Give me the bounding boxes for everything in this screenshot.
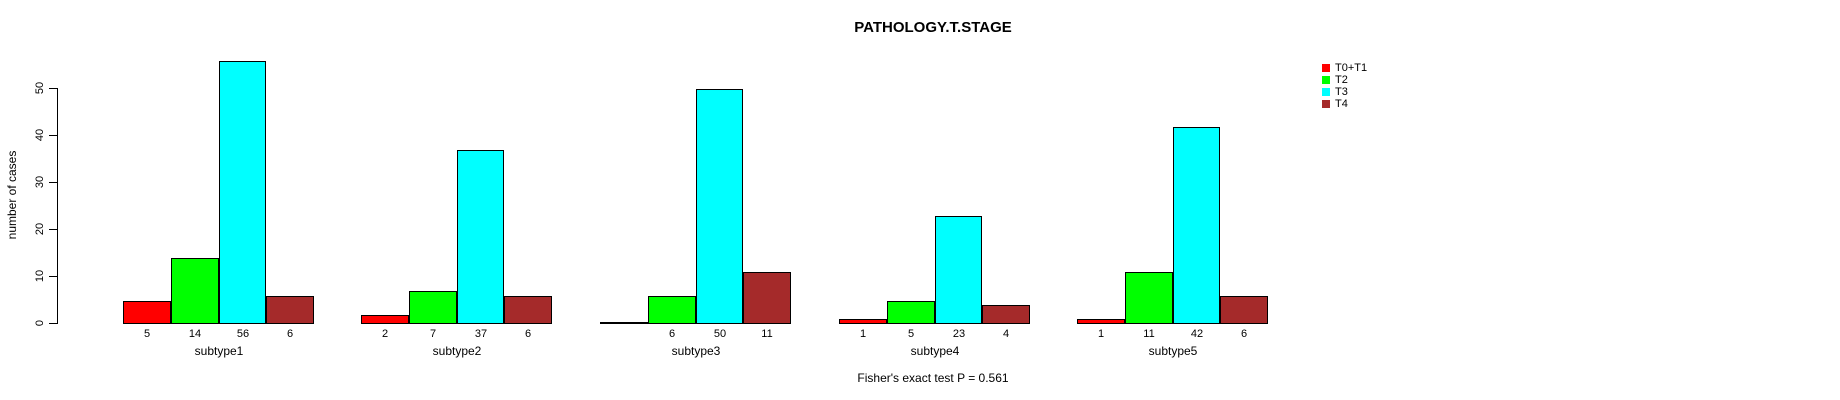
- bar-t4-subtype4: [982, 305, 1030, 324]
- bar-value-label: 50: [713, 328, 727, 340]
- x-axis-category-label: subtype1: [194, 344, 244, 358]
- legend-item-label: T2: [1335, 74, 1348, 86]
- bar-value-label: 6: [524, 328, 532, 340]
- bar-t2-subtype1: [171, 258, 219, 324]
- bar-value-label: 11: [1143, 328, 1155, 340]
- y-axis-tick: [49, 276, 57, 277]
- legend: T0+T1 T2 T3 T4: [1322, 62, 1367, 110]
- x-axis-category-label: subtype3: [671, 344, 721, 358]
- bar-value-label: 7: [429, 328, 437, 340]
- legend-swatch-t3: [1322, 88, 1330, 96]
- bar-t0-t1-subtype1: [123, 301, 171, 324]
- y-axis-tick: [49, 323, 57, 324]
- bar-t3-subtype3: [696, 89, 743, 324]
- bar-t2-subtype3: [648, 296, 696, 324]
- legend-item: T4: [1322, 98, 1367, 110]
- bar-t0-t1-subtype3: [600, 322, 648, 324]
- x-axis-category-label: subtype5: [1148, 344, 1198, 358]
- y-axis-tick: [49, 88, 57, 89]
- bar-t4-subtype5: [1220, 296, 1268, 324]
- x-axis-category-label: subtype2: [432, 344, 482, 358]
- y-axis-tick-label: 30: [34, 175, 46, 189]
- y-axis-tick-label: 20: [34, 222, 46, 236]
- legend-swatch-t2: [1322, 76, 1330, 84]
- bar-t3-subtype4: [935, 216, 982, 324]
- y-axis-tick: [49, 182, 57, 183]
- x-axis-category-label: subtype4: [910, 344, 960, 358]
- legend-item: T3: [1322, 86, 1367, 98]
- y-axis-tick: [49, 229, 57, 230]
- bar-value-label: 4: [1002, 328, 1010, 340]
- bar-t3-subtype2: [457, 150, 504, 324]
- y-axis-line: [57, 88, 58, 324]
- bar-t0-t1-subtype4: [839, 319, 887, 324]
- bar-value-label: 6: [668, 328, 676, 340]
- bar-value-label: 56: [236, 328, 250, 340]
- y-axis-tick: [49, 135, 57, 136]
- legend-item-label: T3: [1335, 86, 1348, 98]
- chart-title: PATHOLOGY.T.STAGE: [854, 19, 1012, 36]
- bar-value-label: 23: [952, 328, 966, 340]
- y-axis-label: number of cases: [5, 150, 19, 240]
- legend-swatch-t0-t1: [1322, 64, 1330, 72]
- bar-t4-subtype1: [266, 296, 314, 324]
- bar-value-label: 42: [1190, 328, 1204, 340]
- bar-t4-subtype3: [743, 272, 791, 324]
- legend-item: T0+T1: [1322, 62, 1367, 74]
- bar-value-label: 6: [1240, 328, 1248, 340]
- bar-value-label: 6: [286, 328, 294, 340]
- bar-t0-t1-subtype5: [1077, 319, 1125, 324]
- bar-t2-subtype4: [887, 301, 935, 324]
- bar-value-label: 1: [859, 328, 867, 340]
- bar-t3-subtype5: [1173, 127, 1220, 324]
- legend-item-label: T4: [1335, 98, 1348, 110]
- bar-value-label: 11: [761, 328, 773, 340]
- bar-value-label: 14: [188, 328, 202, 340]
- legend-item-label: T0+T1: [1335, 62, 1368, 74]
- y-axis-tick-label: 10: [34, 269, 46, 283]
- bar-t4-subtype2: [504, 296, 552, 324]
- fisher-test-annotation: Fisher's exact test P = 0.561: [857, 371, 1009, 385]
- bar-value-label: 5: [907, 328, 915, 340]
- y-axis-tick-label: 40: [34, 128, 46, 142]
- bar-value-label: 1: [1097, 328, 1105, 340]
- bar-t0-t1-subtype2: [361, 315, 409, 324]
- bar-value-label: 2: [381, 328, 389, 340]
- bar-value-label: 5: [143, 328, 151, 340]
- y-axis-tick-label: 0: [34, 319, 46, 327]
- bar-t2-subtype2: [409, 291, 457, 324]
- legend-item: T2: [1322, 74, 1367, 86]
- y-axis-tick-label: 50: [34, 81, 46, 95]
- bar-t3-subtype1: [219, 61, 266, 324]
- legend-swatch-t4: [1322, 100, 1330, 108]
- bar-t2-subtype5: [1125, 272, 1173, 324]
- bar-value-label: 37: [474, 328, 488, 340]
